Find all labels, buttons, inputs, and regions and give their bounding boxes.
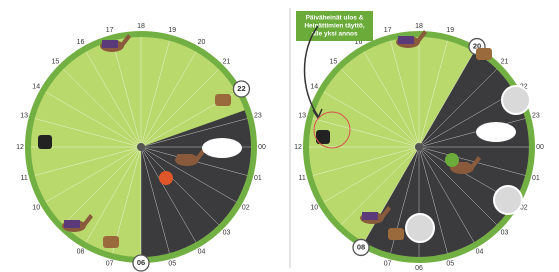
hour-label: 23	[532, 113, 540, 120]
hay-basket	[103, 236, 119, 248]
horse-blanket	[362, 212, 378, 220]
hour-label: 05	[168, 261, 176, 268]
hour-label: 06	[415, 265, 423, 272]
note-line: Päiväheinät ulos &	[306, 15, 364, 22]
hay-basket	[388, 228, 404, 240]
hour-label: 10	[32, 204, 40, 211]
hour-label: 01	[532, 175, 540, 182]
hour-label: 02	[242, 204, 250, 211]
hour-label: 11	[20, 175, 27, 182]
hour-label: 12	[16, 144, 24, 151]
hour-label: 14	[310, 83, 318, 90]
infographic: 00 01 02 03 04 05 07 08 10 11 12 13 14 15 16 17 18 19 20 21…	[0, 0, 559, 272]
marked-hour-label: 22	[237, 84, 245, 93]
hour-label: 08	[77, 249, 85, 256]
horse-blanket	[64, 220, 80, 228]
hour-label: 12	[294, 144, 302, 151]
hour-label: 23	[254, 113, 262, 120]
hour-label: 04	[476, 249, 484, 256]
hour-label: 16	[77, 39, 85, 46]
hour-label: 03	[501, 229, 509, 236]
feed-bowl	[159, 171, 173, 185]
hour-label: 04	[198, 249, 206, 256]
hour-label: 07	[106, 261, 114, 268]
horse-blanket	[398, 36, 414, 44]
thought-bubble	[476, 122, 516, 142]
horse-blanket	[177, 154, 193, 162]
thought-bubble	[202, 138, 242, 158]
hour-label: 20	[198, 39, 206, 46]
hour-label: 17	[384, 27, 392, 34]
hour-label: 11	[298, 175, 305, 182]
hay-net	[406, 214, 434, 242]
hour-label: 15	[330, 58, 338, 65]
hour-label: 21	[501, 58, 509, 65]
hour-label: 00	[258, 144, 266, 151]
hay-net	[502, 86, 530, 114]
hour-label: 10	[310, 204, 318, 211]
dials: 00 01 02 03 04 05 07 08 10 11 12 13 14 15 16 17 18 19 20 21…	[16, 23, 544, 272]
hour-label: 13	[298, 113, 306, 120]
hour-label: 07	[384, 261, 392, 268]
person	[38, 135, 52, 149]
hay-net	[494, 186, 522, 214]
dial-center	[137, 143, 145, 151]
heart-badge	[445, 153, 459, 167]
hour-label: 05	[446, 261, 454, 268]
hour-label: 18	[137, 23, 145, 30]
hour-label: 14	[32, 83, 40, 90]
note-line: alle yksi annos	[311, 31, 358, 38]
hay-basket	[215, 94, 231, 106]
hour-label: 17	[106, 27, 114, 34]
hour-label: 03	[223, 229, 231, 236]
marked-hour-label: 06	[137, 258, 145, 267]
hay-basket	[476, 48, 492, 60]
horse-blanket	[102, 40, 118, 48]
marked-hour-label: 08	[357, 242, 365, 251]
hour-label: 21	[223, 58, 231, 65]
hour-label: 00	[536, 144, 544, 151]
hour-label: 01	[254, 175, 262, 182]
hour-label: 13	[20, 113, 28, 120]
note: Päiväheinät ulos & Heinättimien täyttö, …	[296, 11, 373, 41]
hour-label: 15	[52, 58, 60, 65]
hour-label: 19	[168, 27, 176, 34]
hour-label: 18	[415, 23, 423, 30]
hour-label: 19	[446, 27, 454, 34]
dial-center	[415, 143, 423, 151]
note-line: Heinättimien täyttö,	[304, 23, 365, 30]
